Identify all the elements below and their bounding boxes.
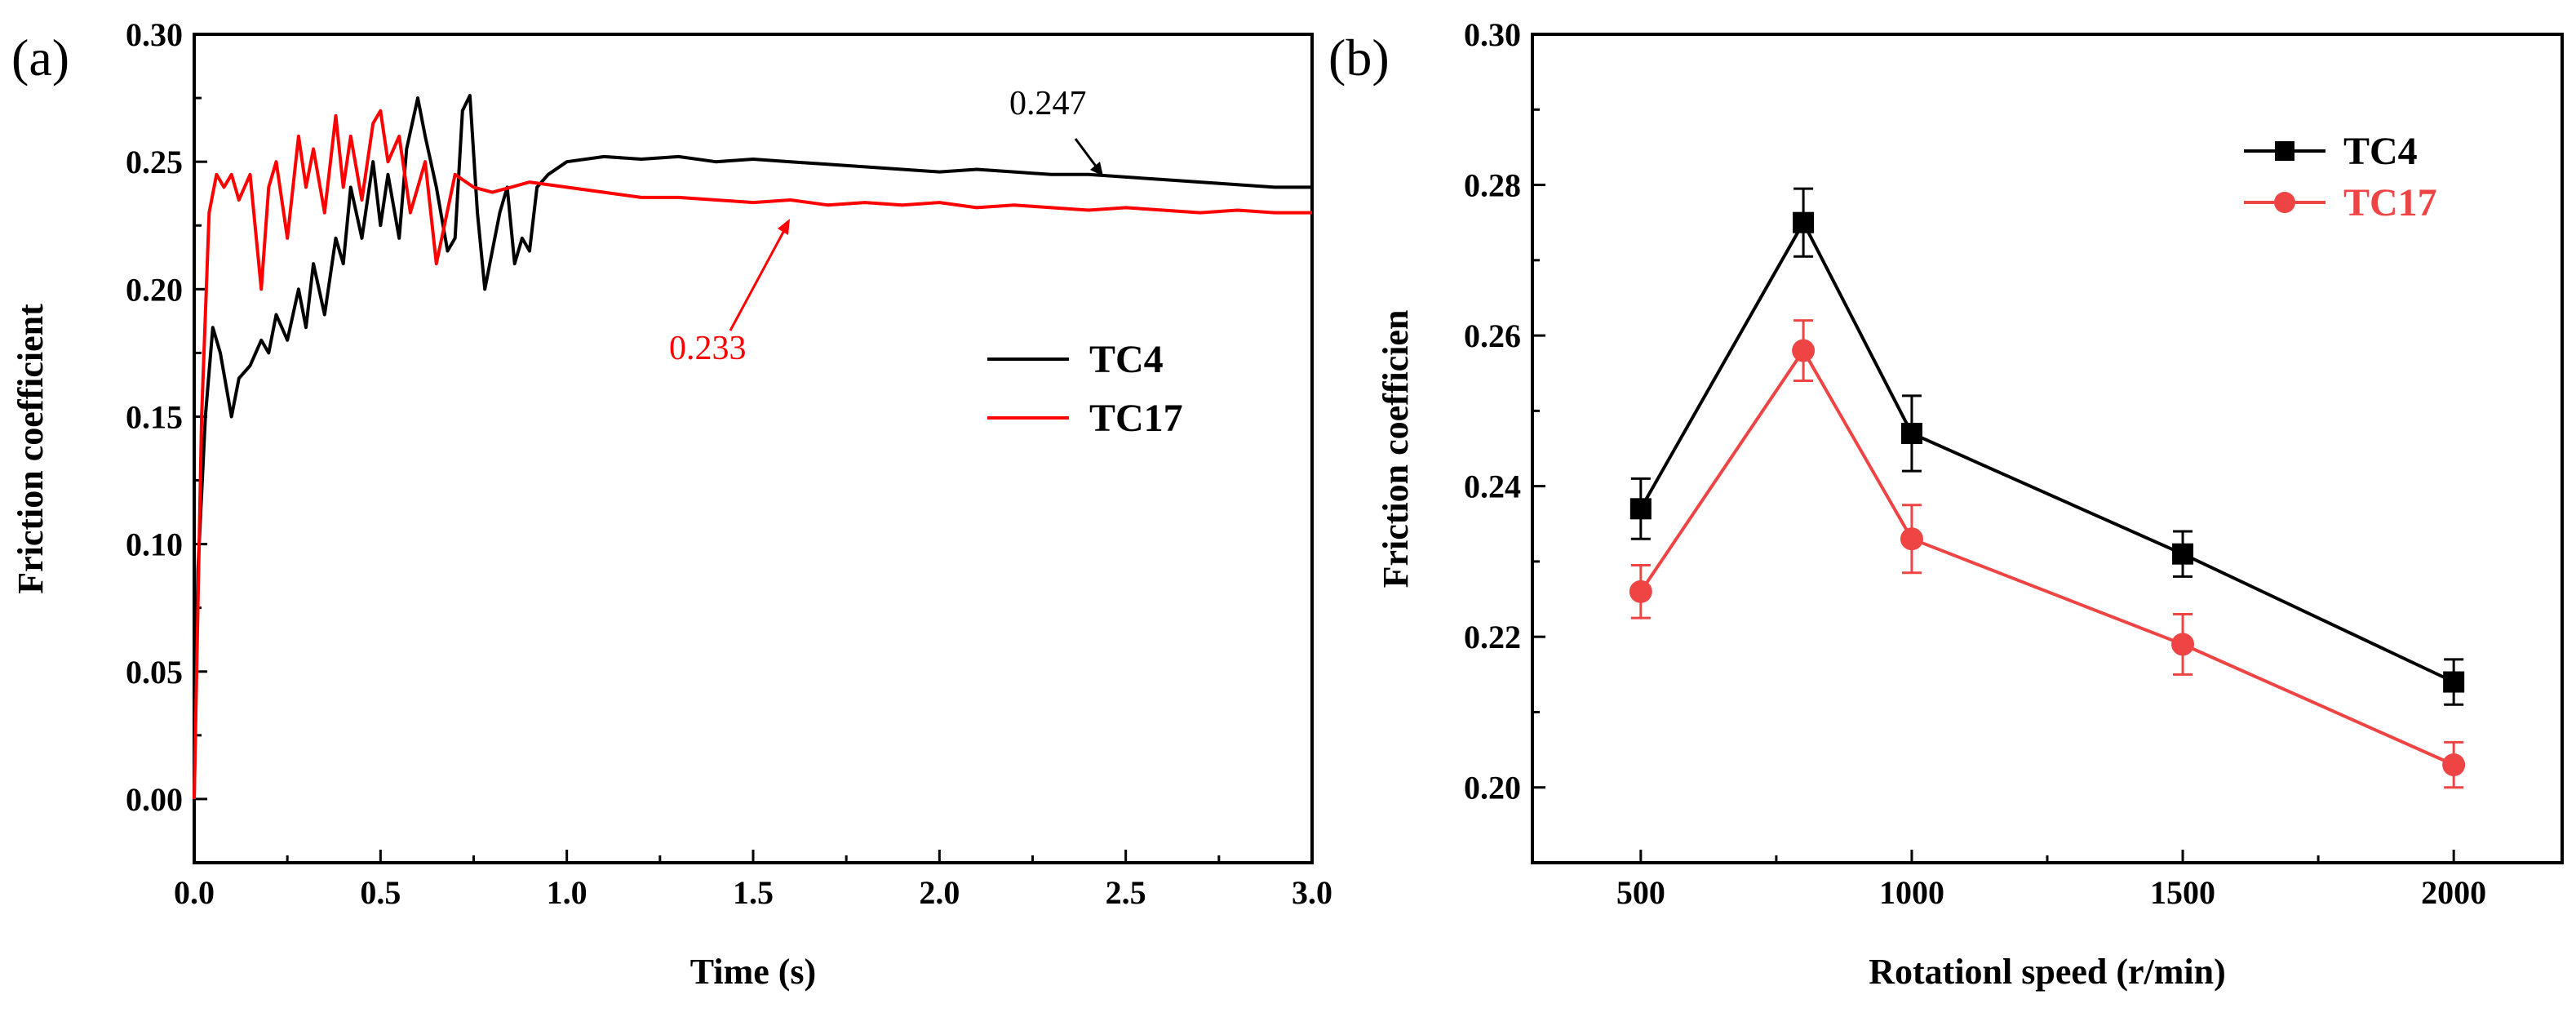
x-tick-label-a: 1.5 bbox=[733, 874, 774, 911]
y-tick-label-a: 0.00 bbox=[126, 781, 183, 818]
data-point-tc4 bbox=[2443, 671, 2465, 693]
legend-a-tc17-label: TC17 bbox=[1089, 397, 1183, 440]
data-point-tc17 bbox=[2171, 633, 2195, 656]
y-tick-label-a: 0.20 bbox=[126, 271, 183, 308]
x-tick-label-a: 2.0 bbox=[919, 874, 960, 911]
annotation-tc4-value: 0.247 bbox=[1009, 85, 1087, 122]
panel-b: (b) 500 1000 1500 2000 0.20 0.22 0.24 0.26 0.28 0… bbox=[1328, 16, 2564, 992]
series-line-tc4 bbox=[1639, 219, 2455, 684]
panel-a-ticks: 0.0 0.5 1.0 1.5 2.0 2.5 3.0 0.00 0.05 0.10 0.15 0.2… bbox=[126, 16, 1332, 911]
series-line-tc17 bbox=[193, 109, 1312, 799]
annotation-tc17-arrowhead bbox=[778, 219, 790, 235]
y-tick-label-a: 0.25 bbox=[126, 144, 183, 180]
annotation-tc17-value: 0.233 bbox=[669, 330, 747, 367]
y-tick-label-b: 0.30 bbox=[1464, 16, 1521, 53]
y-tick-label-b: 0.28 bbox=[1464, 167, 1521, 204]
x-tick-label-a: 2.5 bbox=[1106, 874, 1146, 911]
data-point-tc17 bbox=[1900, 527, 1923, 551]
y-tick-label-b: 0.20 bbox=[1464, 770, 1521, 806]
panel-a-label: (a) bbox=[11, 29, 69, 87]
panel-a-series bbox=[193, 94, 1312, 799]
x-tick-label-b: 2000 bbox=[2421, 874, 2486, 911]
x-tick-label-b: 500 bbox=[1616, 874, 1665, 911]
x-tick-label-a: 0.5 bbox=[360, 874, 401, 911]
x-tick-label-a: 0.0 bbox=[174, 874, 215, 911]
y-tick-label-b: 0.22 bbox=[1464, 619, 1521, 655]
x-tick-label-b: 1500 bbox=[2150, 874, 2215, 911]
series-line-tc4 bbox=[193, 94, 1312, 799]
panel-a-xlabel: Time (s) bbox=[690, 952, 816, 992]
panel-b-label: (b) bbox=[1328, 29, 1390, 87]
data-point-tc4 bbox=[2172, 543, 2194, 565]
series-line-tc17 bbox=[1639, 347, 2455, 766]
legend-b-tc17-marker bbox=[2274, 192, 2295, 213]
panel-a: (a) 0.0 0.5 1.0 1.5 2.0 2.5 3.0 0.00 0.05 0.10 0.1… bbox=[11, 16, 1332, 992]
panel-b-xlabel: Rotationl speed (r/min) bbox=[1869, 952, 2226, 992]
data-point-tc17 bbox=[1792, 339, 1816, 362]
annotation-tc4-arrowhead bbox=[1090, 162, 1103, 176]
panel-b-ticks: 500 1000 1500 2000 0.20 0.22 0.24 0.26 0.28 0.30 bbox=[1464, 16, 2486, 911]
x-tick-label-a: 3.0 bbox=[1292, 874, 1332, 911]
y-tick-label-a: 0.30 bbox=[126, 16, 183, 53]
y-tick-label-b: 0.24 bbox=[1464, 469, 1521, 505]
data-point-tc4 bbox=[1793, 211, 1815, 233]
legend-a-tc4-label: TC4 bbox=[1089, 338, 1164, 381]
y-tick-label-a: 0.10 bbox=[126, 526, 183, 563]
panel-b-ylabel: Friction coefficien bbox=[1376, 310, 1416, 588]
data-point-tc17 bbox=[2442, 753, 2466, 777]
data-point-tc4 bbox=[1900, 423, 1922, 445]
y-tick-label-a: 0.05 bbox=[126, 654, 183, 691]
annotation-tc17-arrow bbox=[729, 224, 789, 331]
y-tick-label-a: 0.15 bbox=[126, 398, 183, 435]
panel-b-series bbox=[1629, 187, 2466, 789]
panel-a-ylabel: Friction coefficient bbox=[11, 304, 51, 594]
legend-b-tc17-label: TC17 bbox=[2343, 181, 2437, 224]
legend-b-tc4-marker bbox=[2275, 141, 2294, 161]
data-point-tc4 bbox=[1629, 498, 1652, 520]
y-tick-label-b: 0.26 bbox=[1464, 318, 1521, 354]
x-tick-label-b: 1000 bbox=[1879, 874, 1944, 911]
data-point-tc17 bbox=[1629, 580, 1652, 603]
x-tick-label-a: 1.0 bbox=[547, 874, 587, 911]
legend-b-tc4-label: TC4 bbox=[2343, 130, 2418, 173]
